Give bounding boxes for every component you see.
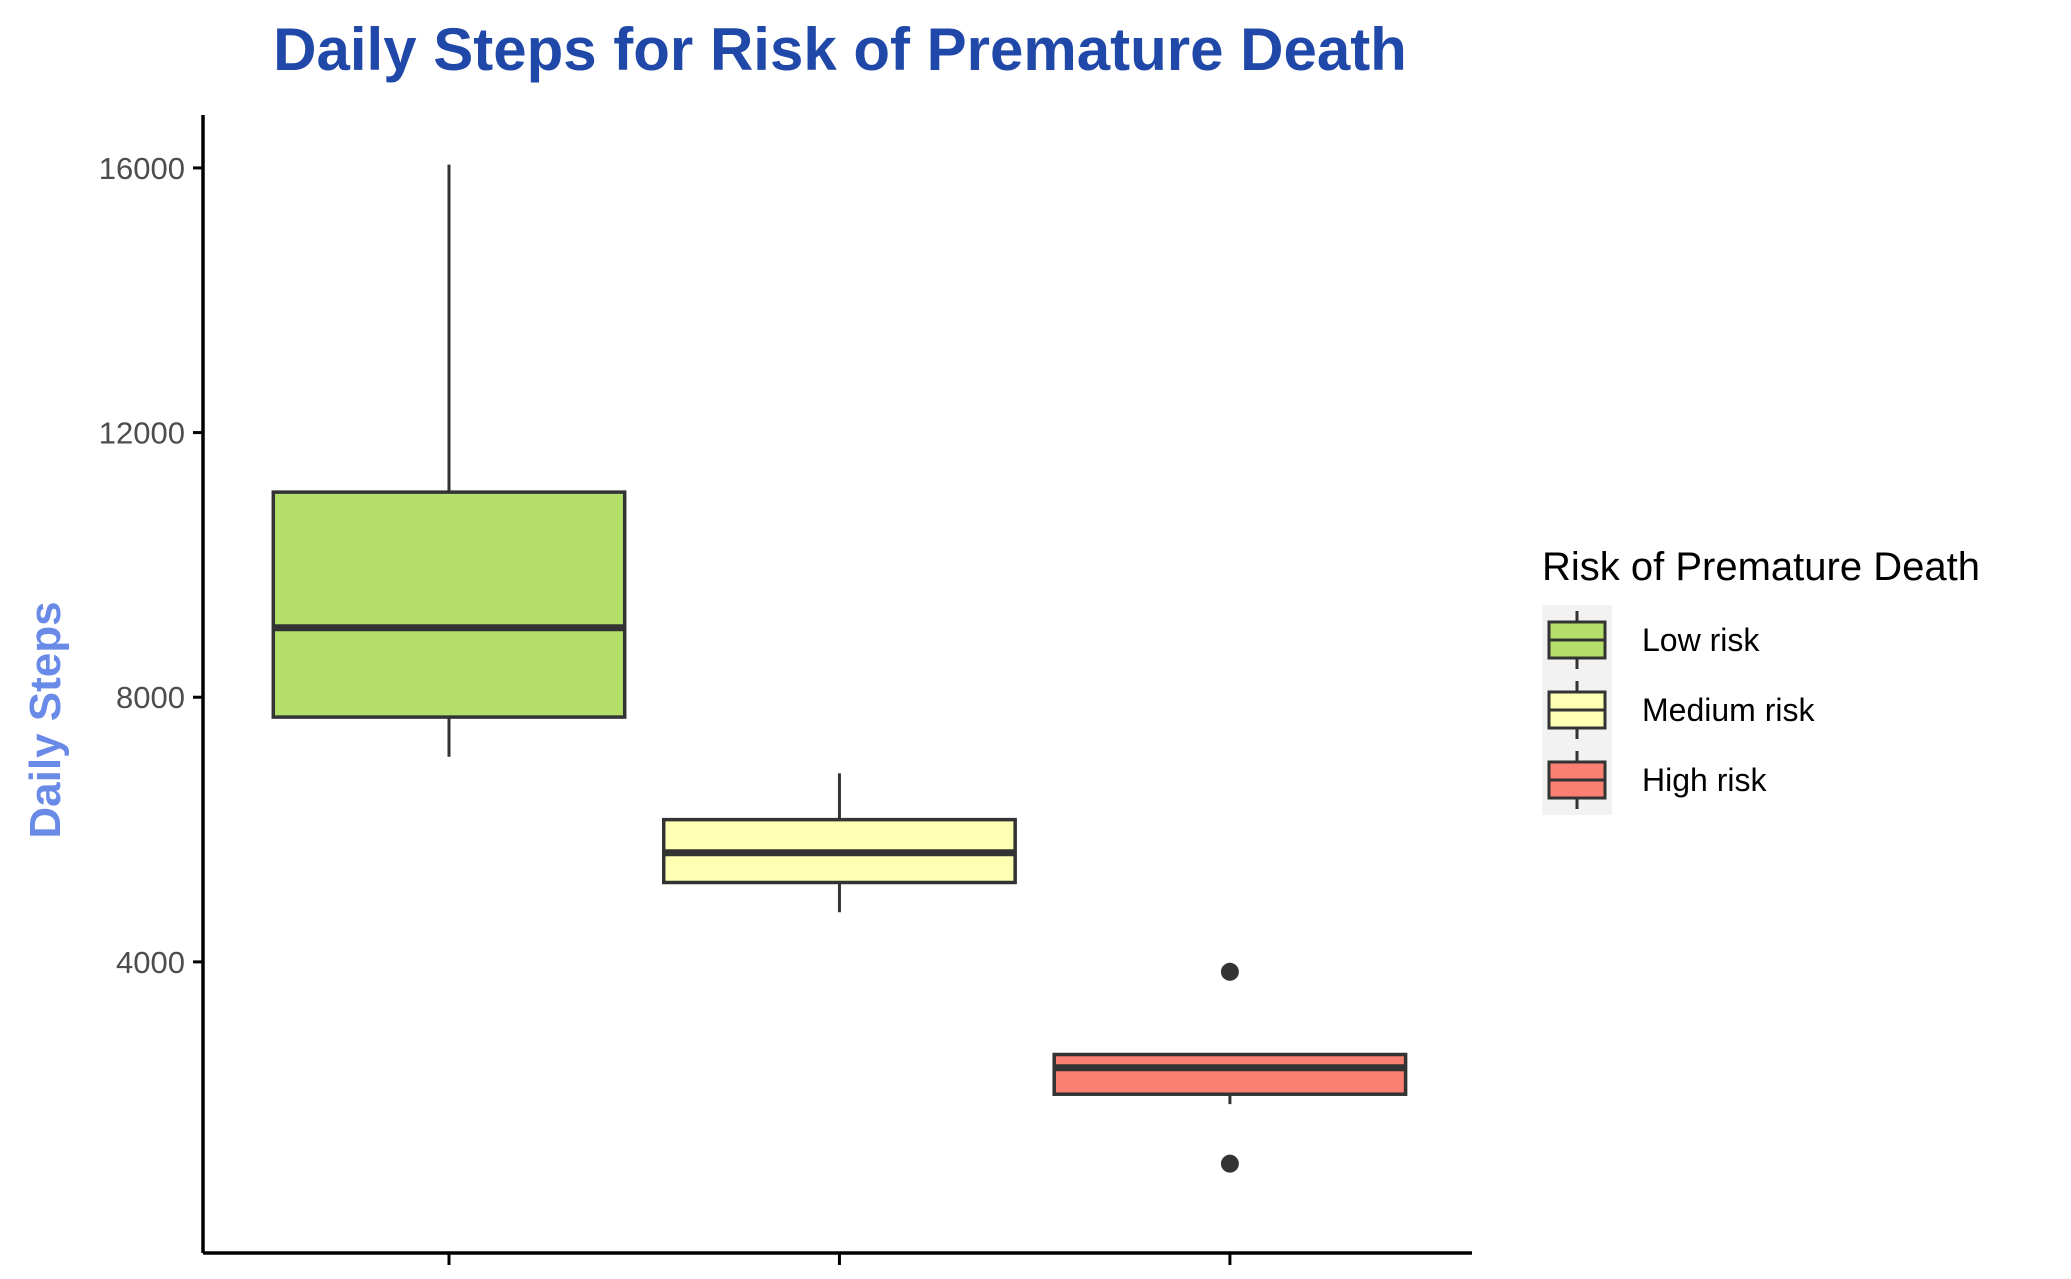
outlier-point-high-risk <box>1220 962 1239 981</box>
legend-label-high-risk: High risk <box>1642 762 1767 798</box>
legend-label-medium-risk: Medium risk <box>1642 692 1815 728</box>
plot-area: 4000 8000 12000 16000 <box>99 115 1472 1265</box>
y-tick-label: 8000 <box>116 680 185 715</box>
box-high-risk <box>1052 1052 1408 1096</box>
box-low-risk <box>271 490 627 719</box>
outlier-point-high-risk <box>1220 1154 1239 1173</box>
y-tick-label: 16000 <box>99 151 185 186</box>
legend: Risk of Premature Death Low risk Medium r… <box>1542 545 1980 815</box>
chart-title: Daily Steps for Risk of Premature Death <box>273 16 1407 83</box>
y-tick-label: 12000 <box>99 416 185 451</box>
y-tick-label: 4000 <box>116 945 185 980</box>
y-axis-label: Daily Steps <box>21 601 70 838</box>
legend-title: Risk of Premature Death <box>1542 545 1980 589</box>
legend-label-low-risk: Low risk <box>1642 622 1760 658</box>
